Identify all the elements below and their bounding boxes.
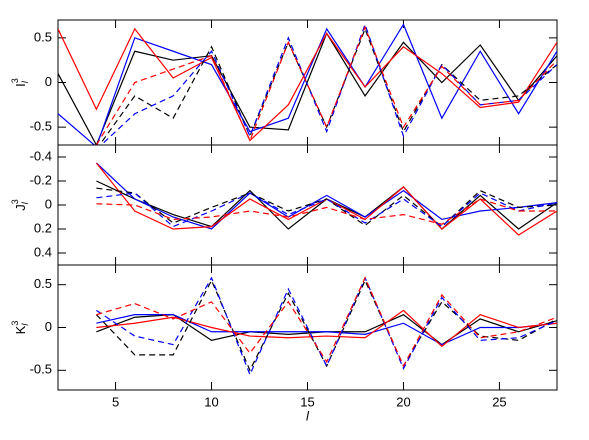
series-line <box>95 162 557 230</box>
y-tick-label: 0.5 <box>34 276 52 291</box>
y-tick-label: 0.4 <box>34 244 52 259</box>
y-tick-label: -0.2 <box>30 172 52 187</box>
x-axis-label: l <box>306 408 310 423</box>
series-line <box>96 276 557 377</box>
y-tick-label: -0.4 <box>30 148 52 163</box>
series-line <box>96 313 557 346</box>
y-tick-label: 0.5 <box>34 29 52 44</box>
plot-area <box>95 276 557 377</box>
y-tick-label: 0 <box>45 319 52 334</box>
series-line <box>98 27 557 145</box>
series-line <box>58 23 557 145</box>
series-line <box>58 27 557 142</box>
y-tick-label: 0 <box>45 196 52 211</box>
series-line <box>100 22 557 145</box>
y-tick-label: 0.2 <box>34 220 52 235</box>
series-line <box>58 32 557 145</box>
y-tick-label: -0.5 <box>30 119 52 134</box>
series-line <box>96 180 557 230</box>
x-tick-label: 25 <box>492 394 506 409</box>
x-tick-label: 5 <box>112 394 119 409</box>
series-line <box>95 278 557 372</box>
series-line <box>96 309 557 348</box>
y-tick-label: 0 <box>45 74 52 89</box>
y-axis-label: J3l <box>10 199 30 211</box>
series-line <box>96 276 557 368</box>
series-line <box>95 25 557 145</box>
series-line <box>96 187 557 228</box>
series-line <box>96 314 557 346</box>
y-tick-label: -0.5 <box>30 362 52 377</box>
y-axis-label: I3l <box>10 78 30 87</box>
series-line <box>96 198 557 225</box>
plot-area <box>95 162 557 236</box>
x-tick-label: 10 <box>204 394 218 409</box>
x-tick-label: 20 <box>396 394 410 409</box>
y-axis-label: K3l <box>10 321 30 335</box>
x-tick-label: 15 <box>300 394 314 409</box>
plot-area <box>58 22 557 145</box>
